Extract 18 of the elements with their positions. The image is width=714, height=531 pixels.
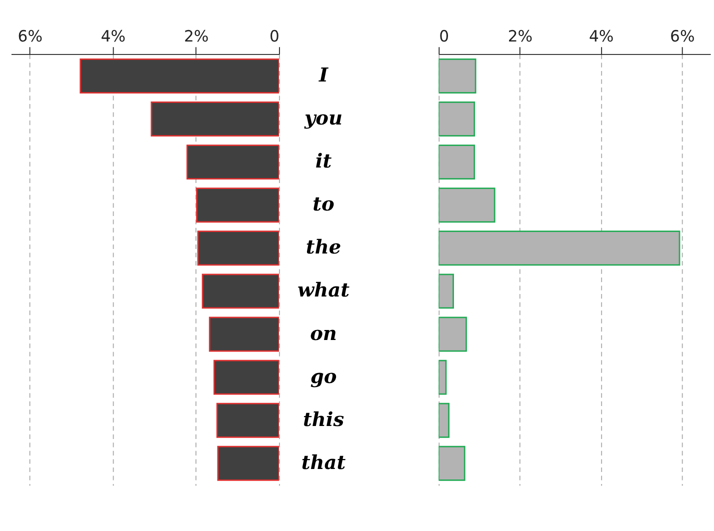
x-tick-label: 6%: [670, 28, 695, 46]
x-tick-label: 6%: [18, 28, 43, 46]
y-tick-label: the: [306, 236, 342, 259]
y-tick-label: on: [310, 322, 337, 345]
y-tick-label: it: [315, 150, 332, 173]
y-tick-label: I: [318, 63, 329, 86]
y-tick-label: this: [302, 408, 344, 431]
y-tick-label: to: [312, 192, 335, 216]
x-tick-label: 2%: [508, 28, 533, 46]
y-tick-label: you: [303, 106, 343, 130]
y-tick-label: what: [298, 278, 350, 302]
x-tick-label: 2%: [184, 28, 209, 46]
x-tick-label: 0: [270, 28, 280, 46]
y-tick-label: that: [301, 450, 346, 474]
y-tick-label: go: [310, 364, 337, 388]
x-tick-label: 0: [439, 28, 450, 46]
x-tick-label: 4%: [100, 28, 126, 46]
x-tick-label: 4%: [588, 28, 614, 46]
